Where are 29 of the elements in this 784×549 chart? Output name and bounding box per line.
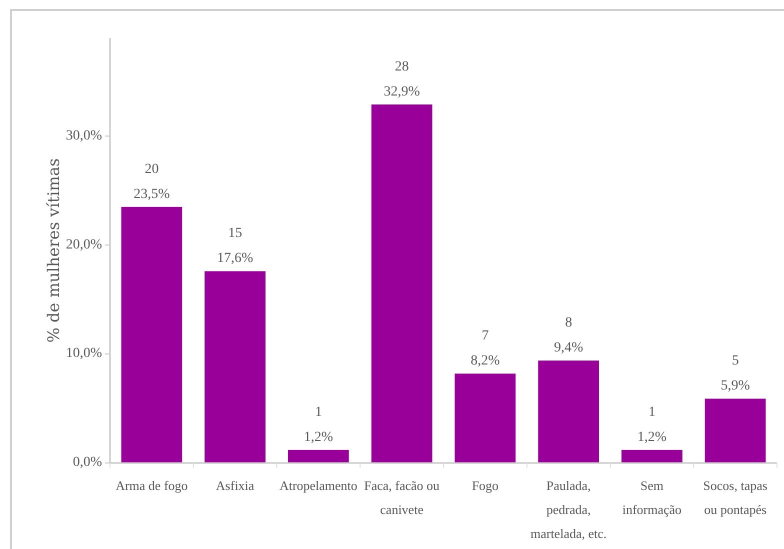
- data-label: 8 9,4%: [554, 316, 584, 356]
- y-tick-label: 20,0%: [66, 237, 102, 252]
- data-label: 1 1,2%: [637, 404, 667, 445]
- bar: [538, 360, 599, 463]
- x-tick-label: Fogo: [472, 478, 499, 493]
- bar: [204, 271, 266, 463]
- y-axis-title: % de mulheres vítimas: [44, 158, 64, 343]
- data-label: 28 32,9%: [384, 59, 420, 100]
- data-label: 15 17,6%: [216, 226, 254, 266]
- data-label: 5 5,9%: [720, 354, 750, 394]
- x-tick-label: Paulada, pedrada, martelada, etc.: [530, 478, 607, 541]
- bar: [371, 104, 432, 463]
- bar: [704, 398, 766, 463]
- bar: [121, 206, 182, 463]
- y-tick-label: 30,0%: [66, 128, 102, 144]
- x-tick-label: Faca, facão ou canivete: [364, 478, 440, 517]
- x-tick-label: Socos, tapas ou pontapés: [703, 478, 768, 517]
- data-label: 7 8,2%: [470, 328, 500, 369]
- x-tick-label: Atropelamento: [279, 478, 358, 493]
- data-label: 1 1,2%: [304, 404, 334, 445]
- bar: [454, 374, 516, 463]
- x-tick-label: Asfixia: [216, 478, 254, 493]
- data-label: 20 23,5%: [134, 162, 170, 202]
- bar: [288, 450, 349, 463]
- x-tick-label: Arma de fogo: [116, 478, 188, 493]
- bar: [622, 450, 682, 463]
- y-tick-label: 10,0%: [66, 346, 102, 362]
- y-tick-label: 0,0%: [72, 455, 102, 470]
- x-tick-label: Sem informação: [622, 478, 682, 517]
